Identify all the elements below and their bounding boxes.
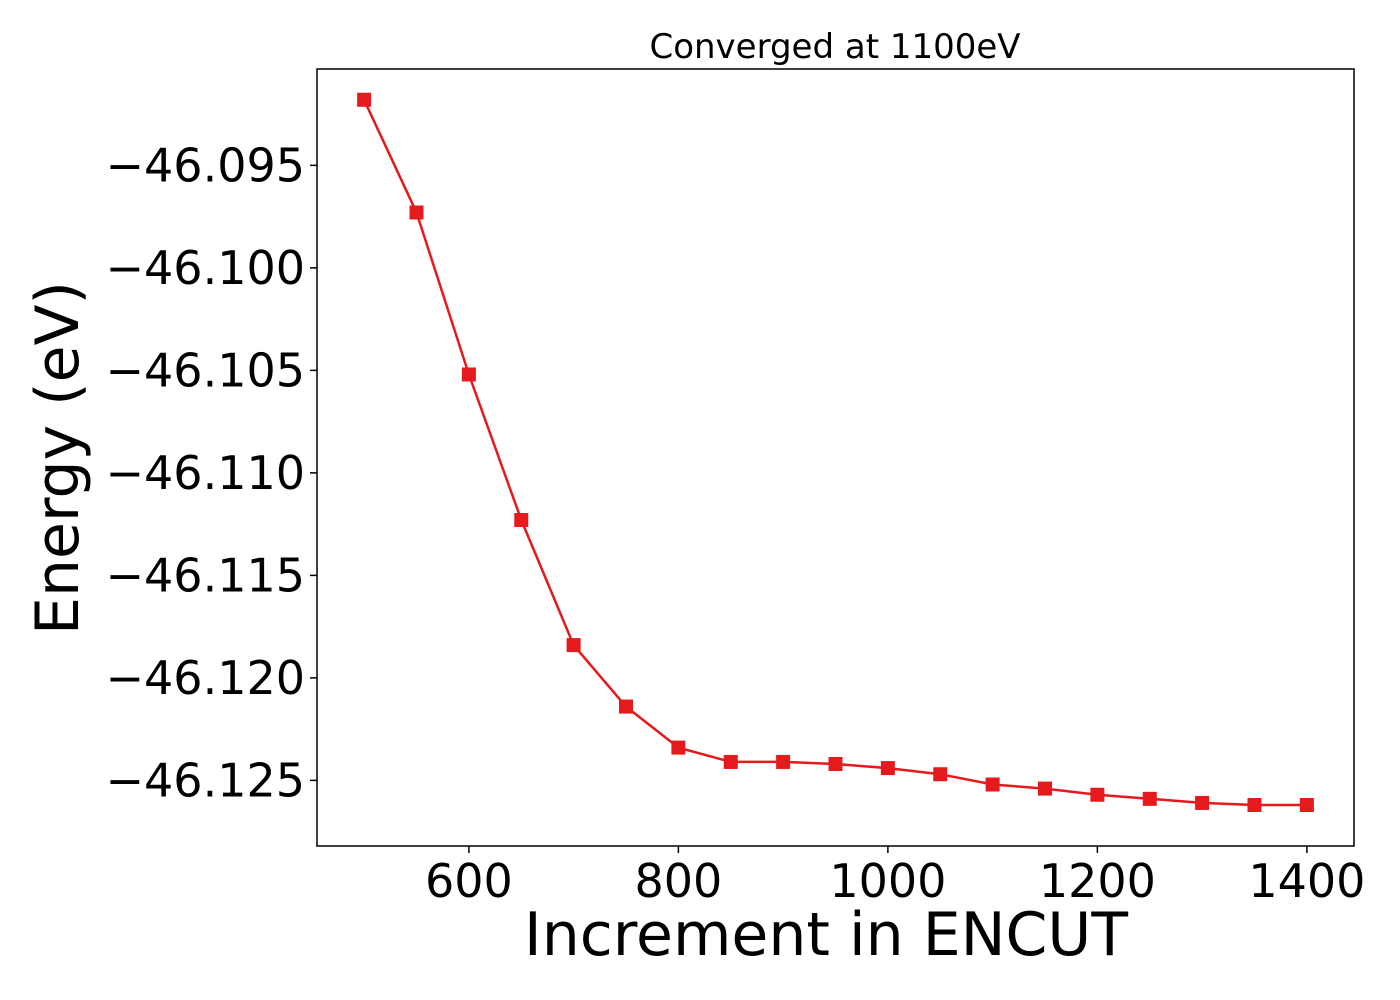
- data-point-marker: [933, 767, 948, 782]
- y-tick-label: −46.125: [106, 753, 306, 807]
- x-axis-ticks: 600 800 1000 1200 1400: [425, 846, 1365, 908]
- data-point-marker: [1037, 781, 1052, 796]
- data-point-marker: [1142, 791, 1157, 806]
- x-tick-label: 600: [425, 854, 513, 908]
- data-point-marker: [828, 756, 843, 771]
- data-point-marker: [723, 754, 738, 769]
- data-point-marker: [1299, 797, 1314, 812]
- y-tick-label: −46.110: [106, 446, 306, 500]
- y-tick-label: −46.120: [106, 651, 306, 705]
- y-axis-label: Energy (eV): [23, 281, 93, 635]
- data-point-marker: [409, 205, 424, 220]
- x-tick-label: 1000: [829, 854, 946, 908]
- y-tick-label: −46.095: [106, 138, 306, 192]
- data-point-marker: [1195, 795, 1210, 810]
- x-tick-label: 1200: [1039, 854, 1156, 908]
- x-tick-label: 800: [634, 854, 722, 908]
- plot-area-frame: [316, 68, 1355, 847]
- data-point-marker: [619, 699, 634, 714]
- data-point-marker: [357, 92, 372, 107]
- chart-title: Converged at 1100eV: [649, 27, 1020, 67]
- y-axis-ticks: −46.095 −46.100 −46.105 −46.110 −46.115 −46.1…: [106, 138, 317, 807]
- data-point-marker: [1247, 797, 1262, 812]
- data-point-marker: [985, 777, 1000, 792]
- data-point-marker: [776, 754, 791, 769]
- y-tick-label: −46.115: [106, 548, 306, 602]
- data-point-marker: [1090, 787, 1105, 802]
- series-layer: [357, 92, 1314, 812]
- y-tick-label: −46.105: [106, 343, 306, 397]
- data-point-marker: [566, 638, 581, 653]
- y-tick-label: −46.100: [106, 241, 306, 295]
- data-point-marker: [671, 740, 686, 755]
- series-line: [362, 99, 1307, 807]
- data-point-marker: [880, 761, 895, 776]
- x-axis-label: Increment in ENCUT: [524, 900, 1128, 970]
- data-point-marker: [461, 367, 476, 382]
- data-point-marker: [514, 513, 529, 528]
- x-tick-label: 1400: [1248, 854, 1365, 908]
